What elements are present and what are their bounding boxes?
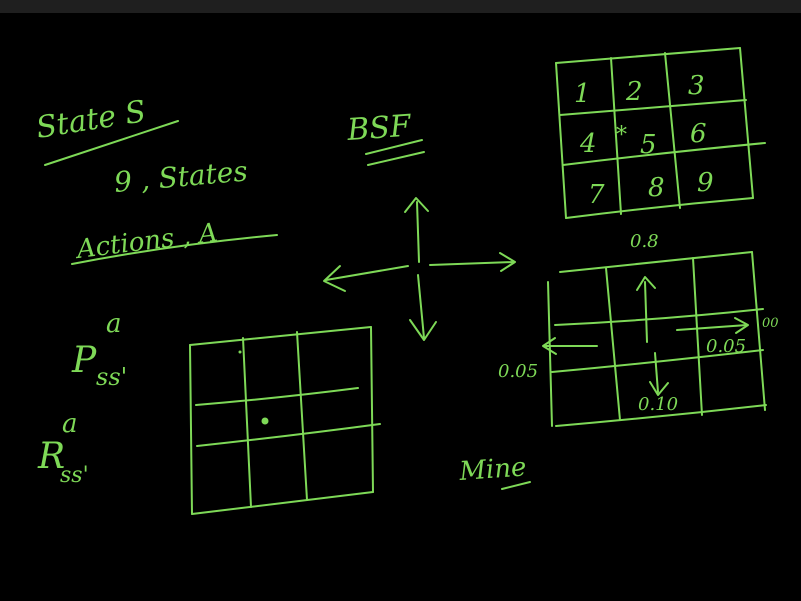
transition-probability-notation: P a ss' xyxy=(71,309,127,391)
grid-line xyxy=(610,57,622,215)
arrow-right-shaft xyxy=(429,261,515,266)
actions-label-underline xyxy=(71,234,278,265)
prob-right-label: 0.05 xyxy=(706,336,746,357)
prob-arrow-left-icon xyxy=(542,337,557,355)
mine-label-underline xyxy=(501,481,531,490)
numbered-state-grid: 1 2 3 4 * 5 6 7 8 9 xyxy=(555,47,766,219)
arrow-left-shaft xyxy=(325,265,409,281)
grid-line xyxy=(562,142,766,166)
grid-line xyxy=(547,281,553,427)
grid-cell-3: 3 xyxy=(688,71,705,101)
grid-line xyxy=(565,197,754,219)
prob-arrow-down-icon xyxy=(649,381,669,396)
bsf-underline xyxy=(365,139,423,155)
prob-right-mark: 00 xyxy=(762,316,779,331)
arrow-up-icon xyxy=(404,197,429,213)
agent-marker: * xyxy=(616,123,627,148)
top-toolbar-strip xyxy=(0,0,801,13)
actions-label: Actions , A xyxy=(73,218,219,265)
agent-dot xyxy=(261,417,269,425)
reward-notation: R a ss' xyxy=(37,409,89,488)
grid-line xyxy=(189,344,193,515)
transition-subscript: ss' xyxy=(96,363,127,391)
state-label-underline xyxy=(44,120,179,166)
transition-superscript: a xyxy=(106,309,122,339)
states-count-text: 9 , States xyxy=(113,154,249,199)
action-arrows xyxy=(323,197,516,341)
arrow-down-shaft xyxy=(417,274,425,339)
grid-line xyxy=(554,308,764,326)
bsf-heading: BSF xyxy=(345,109,413,148)
grid-cell-5: 5 xyxy=(640,130,657,160)
arrow-left-icon xyxy=(323,265,346,292)
transition-symbol: P xyxy=(71,340,97,381)
prob-arrow-right-icon xyxy=(734,317,749,334)
grid-line xyxy=(751,251,766,411)
grid-cell-4: 4 xyxy=(579,129,597,159)
mine-label: Mine xyxy=(457,452,527,487)
prob-arrow-up-icon xyxy=(636,276,656,291)
grid-line xyxy=(664,52,681,209)
grid-cell-8: 8 xyxy=(648,173,665,203)
grid-cell-7: 7 xyxy=(588,180,605,210)
grid-line xyxy=(559,99,747,116)
arrow-right-icon xyxy=(499,252,516,272)
prob-up-label: 0.8 xyxy=(630,231,659,252)
bsf-underline xyxy=(367,151,425,166)
state-grid-with-agent xyxy=(189,326,381,515)
grid-line xyxy=(189,326,372,346)
grid-line xyxy=(605,267,621,421)
prob-left-label: 0.05 xyxy=(498,361,538,382)
grid-line xyxy=(370,326,374,493)
grid-line xyxy=(296,331,308,501)
grid-line xyxy=(196,423,381,447)
grid-cell-2: 2 xyxy=(625,77,643,107)
grid-line xyxy=(739,47,754,199)
prob-arrow-up-shaft xyxy=(644,281,648,343)
grid-line xyxy=(559,251,753,273)
arrow-up-shaft xyxy=(416,201,420,263)
whiteboard-canvas[interactable] xyxy=(0,13,801,601)
grid-cell-1: 1 xyxy=(574,79,591,109)
grid-line xyxy=(555,404,767,427)
state-label: State S xyxy=(34,94,149,146)
grid-line xyxy=(242,337,252,508)
grid-cell-9: 9 xyxy=(697,168,714,198)
reward-symbol: R xyxy=(37,436,65,477)
reward-subscript: ss' xyxy=(60,463,89,488)
grid-line xyxy=(555,47,741,64)
grid-line xyxy=(555,62,567,219)
prob-arrow-down-shaft xyxy=(654,352,659,393)
ink-speck xyxy=(238,350,242,354)
grid-line xyxy=(692,257,703,416)
grid-line xyxy=(191,491,374,515)
reward-superscript: a xyxy=(62,409,78,439)
arrow-down-icon xyxy=(409,319,437,341)
grid-line xyxy=(195,387,359,406)
probability-grid: 0.8 0.05 0.05 00 0.10 xyxy=(498,231,779,427)
grid-cell-6: 6 xyxy=(690,119,707,149)
grid-line xyxy=(551,349,764,373)
prob-arrow-right-shaft xyxy=(676,324,748,331)
prob-down-label: 0.10 xyxy=(638,394,678,415)
